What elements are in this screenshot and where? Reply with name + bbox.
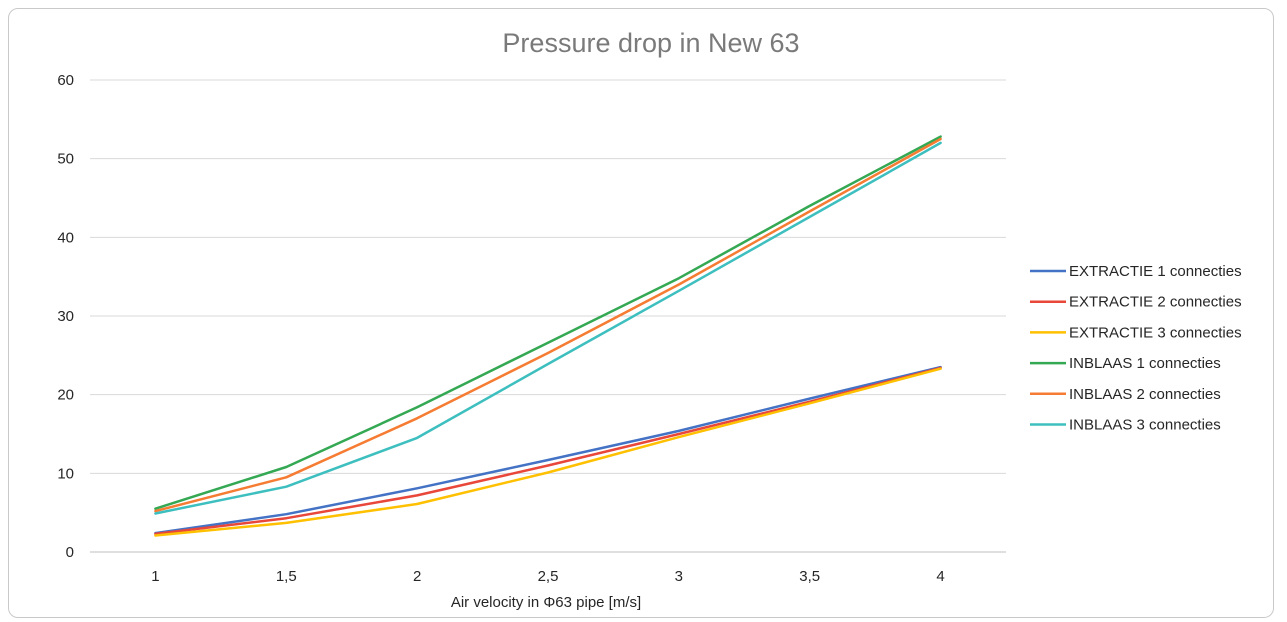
- series-line: [154, 366, 942, 536]
- x-tick-label: 3: [675, 568, 683, 585]
- series-line: [154, 137, 942, 513]
- y-tick-label: 10: [57, 465, 74, 482]
- y-tick-label: 20: [57, 387, 74, 404]
- y-tick-label: 60: [57, 72, 74, 89]
- chart-title: Pressure drop in New 63: [502, 28, 799, 58]
- x-tick-label: 4: [936, 568, 944, 585]
- legend-label: INBLAAS 2 connecties: [1069, 386, 1221, 403]
- y-tick-label: 50: [57, 151, 74, 168]
- y-axis-ticks: 0 10 20 30 40 50 60: [57, 72, 74, 561]
- y-tick-label: 40: [57, 229, 74, 246]
- series-line: [154, 367, 942, 537]
- x-tick-label: 1: [151, 568, 159, 585]
- legend: EXTRACTIE 1 connecties EXTRACTIE 2 connec…: [1030, 263, 1242, 434]
- x-tick-label: 1,5: [276, 568, 297, 585]
- x-axis-label: Air velocity in Φ63 pipe [m/s]: [451, 594, 641, 611]
- grid-lines: [90, 79, 1006, 553]
- series-line: [154, 365, 942, 535]
- x-axis-ticks: 1 1,5 2 2,5 3 3,5 4: [151, 568, 944, 585]
- y-tick-label: 0: [66, 544, 74, 561]
- x-tick-label: 3,5: [799, 568, 820, 585]
- series-line: [154, 135, 942, 510]
- y-tick-label: 30: [57, 308, 74, 325]
- legend-label: INBLAAS 3 connecties: [1069, 417, 1221, 434]
- series-lines: [154, 135, 942, 537]
- legend-label: INBLAAS 1 connecties: [1069, 355, 1221, 372]
- x-tick-label: 2,5: [538, 568, 559, 585]
- legend-label: EXTRACTIE 2 connecties: [1069, 294, 1242, 311]
- series-line: [154, 141, 942, 515]
- legend-label: EXTRACTIE 1 connecties: [1069, 263, 1242, 280]
- x-tick-label: 2: [413, 568, 421, 585]
- legend-label: EXTRACTIE 3 connecties: [1069, 324, 1242, 341]
